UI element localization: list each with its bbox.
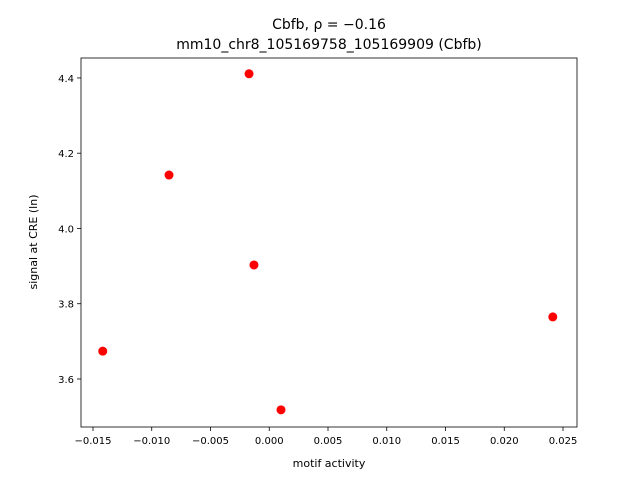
x-tick-label: 0.025: [549, 436, 578, 447]
y-tick-label: 4.2: [58, 149, 74, 160]
x-tick-label: 0.005: [314, 436, 343, 447]
point: [249, 260, 259, 270]
y-tick-label: 3.6: [58, 375, 74, 386]
chart-subtitle: mm10_chr8_105169758_105169909 (Cbfb): [176, 37, 482, 53]
x-tick-label: 0.010: [372, 436, 401, 447]
y-tick-label: 3.8: [58, 300, 74, 311]
x-tick-label: −0.015: [74, 436, 111, 447]
point: [276, 405, 286, 415]
y-tick-label: 4.4: [58, 74, 74, 85]
y-axis-label: signal at CRE (ln): [27, 195, 40, 290]
point: [164, 170, 174, 180]
point: [244, 69, 254, 79]
x-axis-label: motif activity: [293, 457, 366, 470]
point: [98, 346, 108, 356]
chart-title: Cbfb, ρ = −0.16: [272, 17, 386, 33]
x-tick-label: 0.015: [431, 436, 460, 447]
x-tick-label: 0.020: [490, 436, 519, 447]
point: [548, 312, 558, 322]
x-tick-label: −0.010: [133, 436, 170, 447]
plot-frame: [80, 57, 578, 428]
x-tick-label: 0.000: [255, 436, 284, 447]
y-tick-label: 4.0: [58, 224, 74, 235]
x-tick-label: −0.005: [192, 436, 229, 447]
